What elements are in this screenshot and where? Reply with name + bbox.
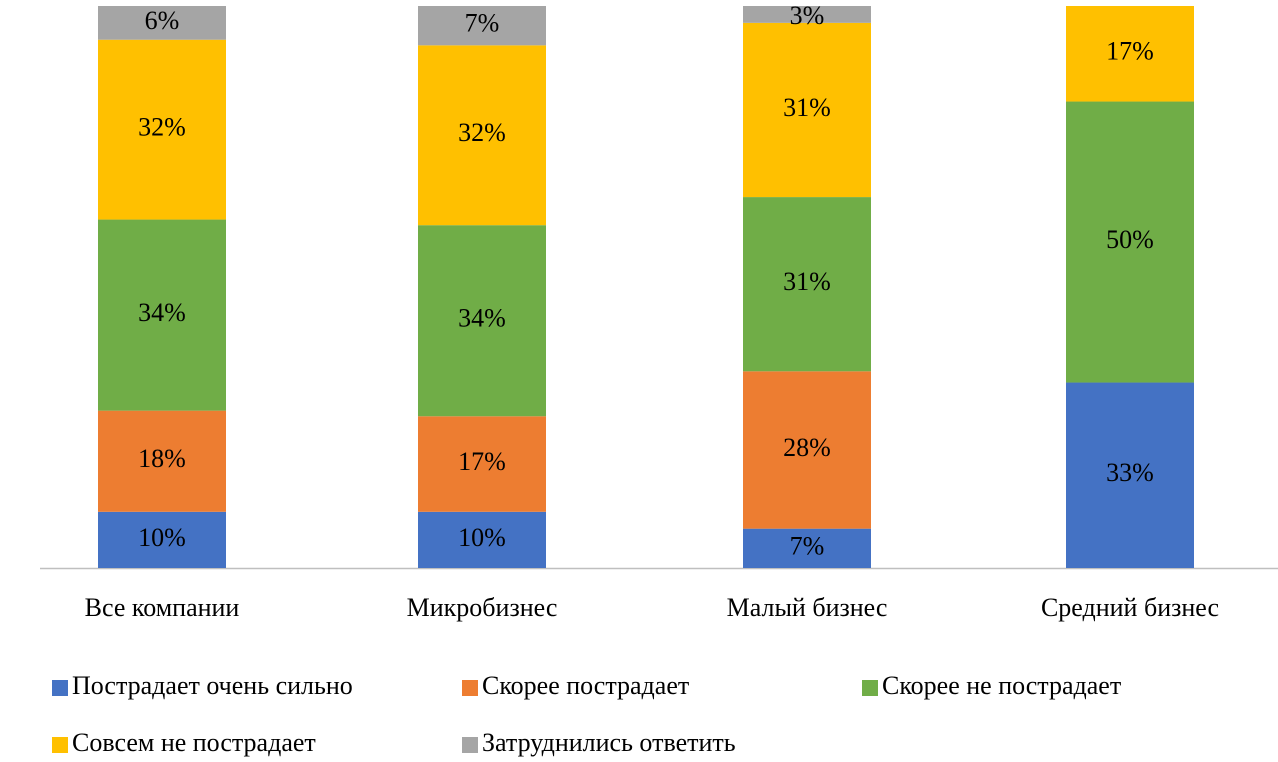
legend-swatch (52, 737, 68, 753)
legend-label: Скорее не пострадает (882, 671, 1121, 700)
data-label: 18% (138, 444, 186, 473)
bar-segment (743, 6, 871, 23)
bar-segment (1066, 382, 1194, 568)
bar-segment (98, 410, 226, 512)
bar-segment (418, 45, 546, 226)
bar-segment (98, 219, 226, 411)
data-label: 32% (138, 113, 186, 142)
legend-label: Совсем не пострадает (72, 728, 316, 757)
data-label: 28% (783, 433, 831, 462)
legend-label: Затруднились ответить (482, 728, 736, 757)
data-label: 10% (458, 523, 506, 552)
x-tick-label: Малый бизнес (727, 593, 888, 622)
data-label: 6% (145, 6, 180, 35)
bar-segment (98, 39, 226, 220)
bar-segment (743, 22, 871, 198)
data-label: 34% (458, 304, 506, 333)
legend-label: Скорее пострадает (482, 671, 689, 700)
data-label: 33% (1106, 458, 1154, 487)
data-label: 50% (1106, 225, 1154, 254)
bar-segment (418, 416, 546, 512)
legend-swatch (52, 680, 68, 696)
bar-segment (743, 371, 871, 529)
data-label: 34% (138, 298, 186, 327)
bar-segment (418, 6, 546, 46)
legend-swatch (462, 737, 478, 753)
bar-segment (418, 511, 546, 568)
data-label: 10% (138, 523, 186, 552)
legend-label: Пострадает очень сильно (72, 671, 353, 700)
bar-segment (98, 6, 226, 40)
x-tick-label: Средний бизнес (1041, 593, 1219, 622)
bar-segment (98, 511, 226, 568)
data-label: 31% (783, 267, 831, 296)
x-tick-label: Все компании (85, 593, 240, 622)
bar-segment (418, 225, 546, 417)
data-label: 32% (458, 118, 506, 147)
bar-segment (743, 197, 871, 372)
data-label: 17% (458, 447, 506, 476)
data-label: 17% (1106, 37, 1154, 66)
data-label: 7% (790, 531, 825, 560)
data-label: 31% (783, 93, 831, 122)
data-label: 7% (465, 9, 500, 38)
legend-swatch (862, 680, 878, 696)
data-label: 3% (790, 1, 825, 30)
bar-segment (743, 528, 871, 568)
x-tick-label: Микробизнес (407, 593, 558, 622)
legend-swatch (462, 680, 478, 696)
bar-segment (1066, 6, 1194, 102)
bar-segment (1066, 101, 1194, 383)
